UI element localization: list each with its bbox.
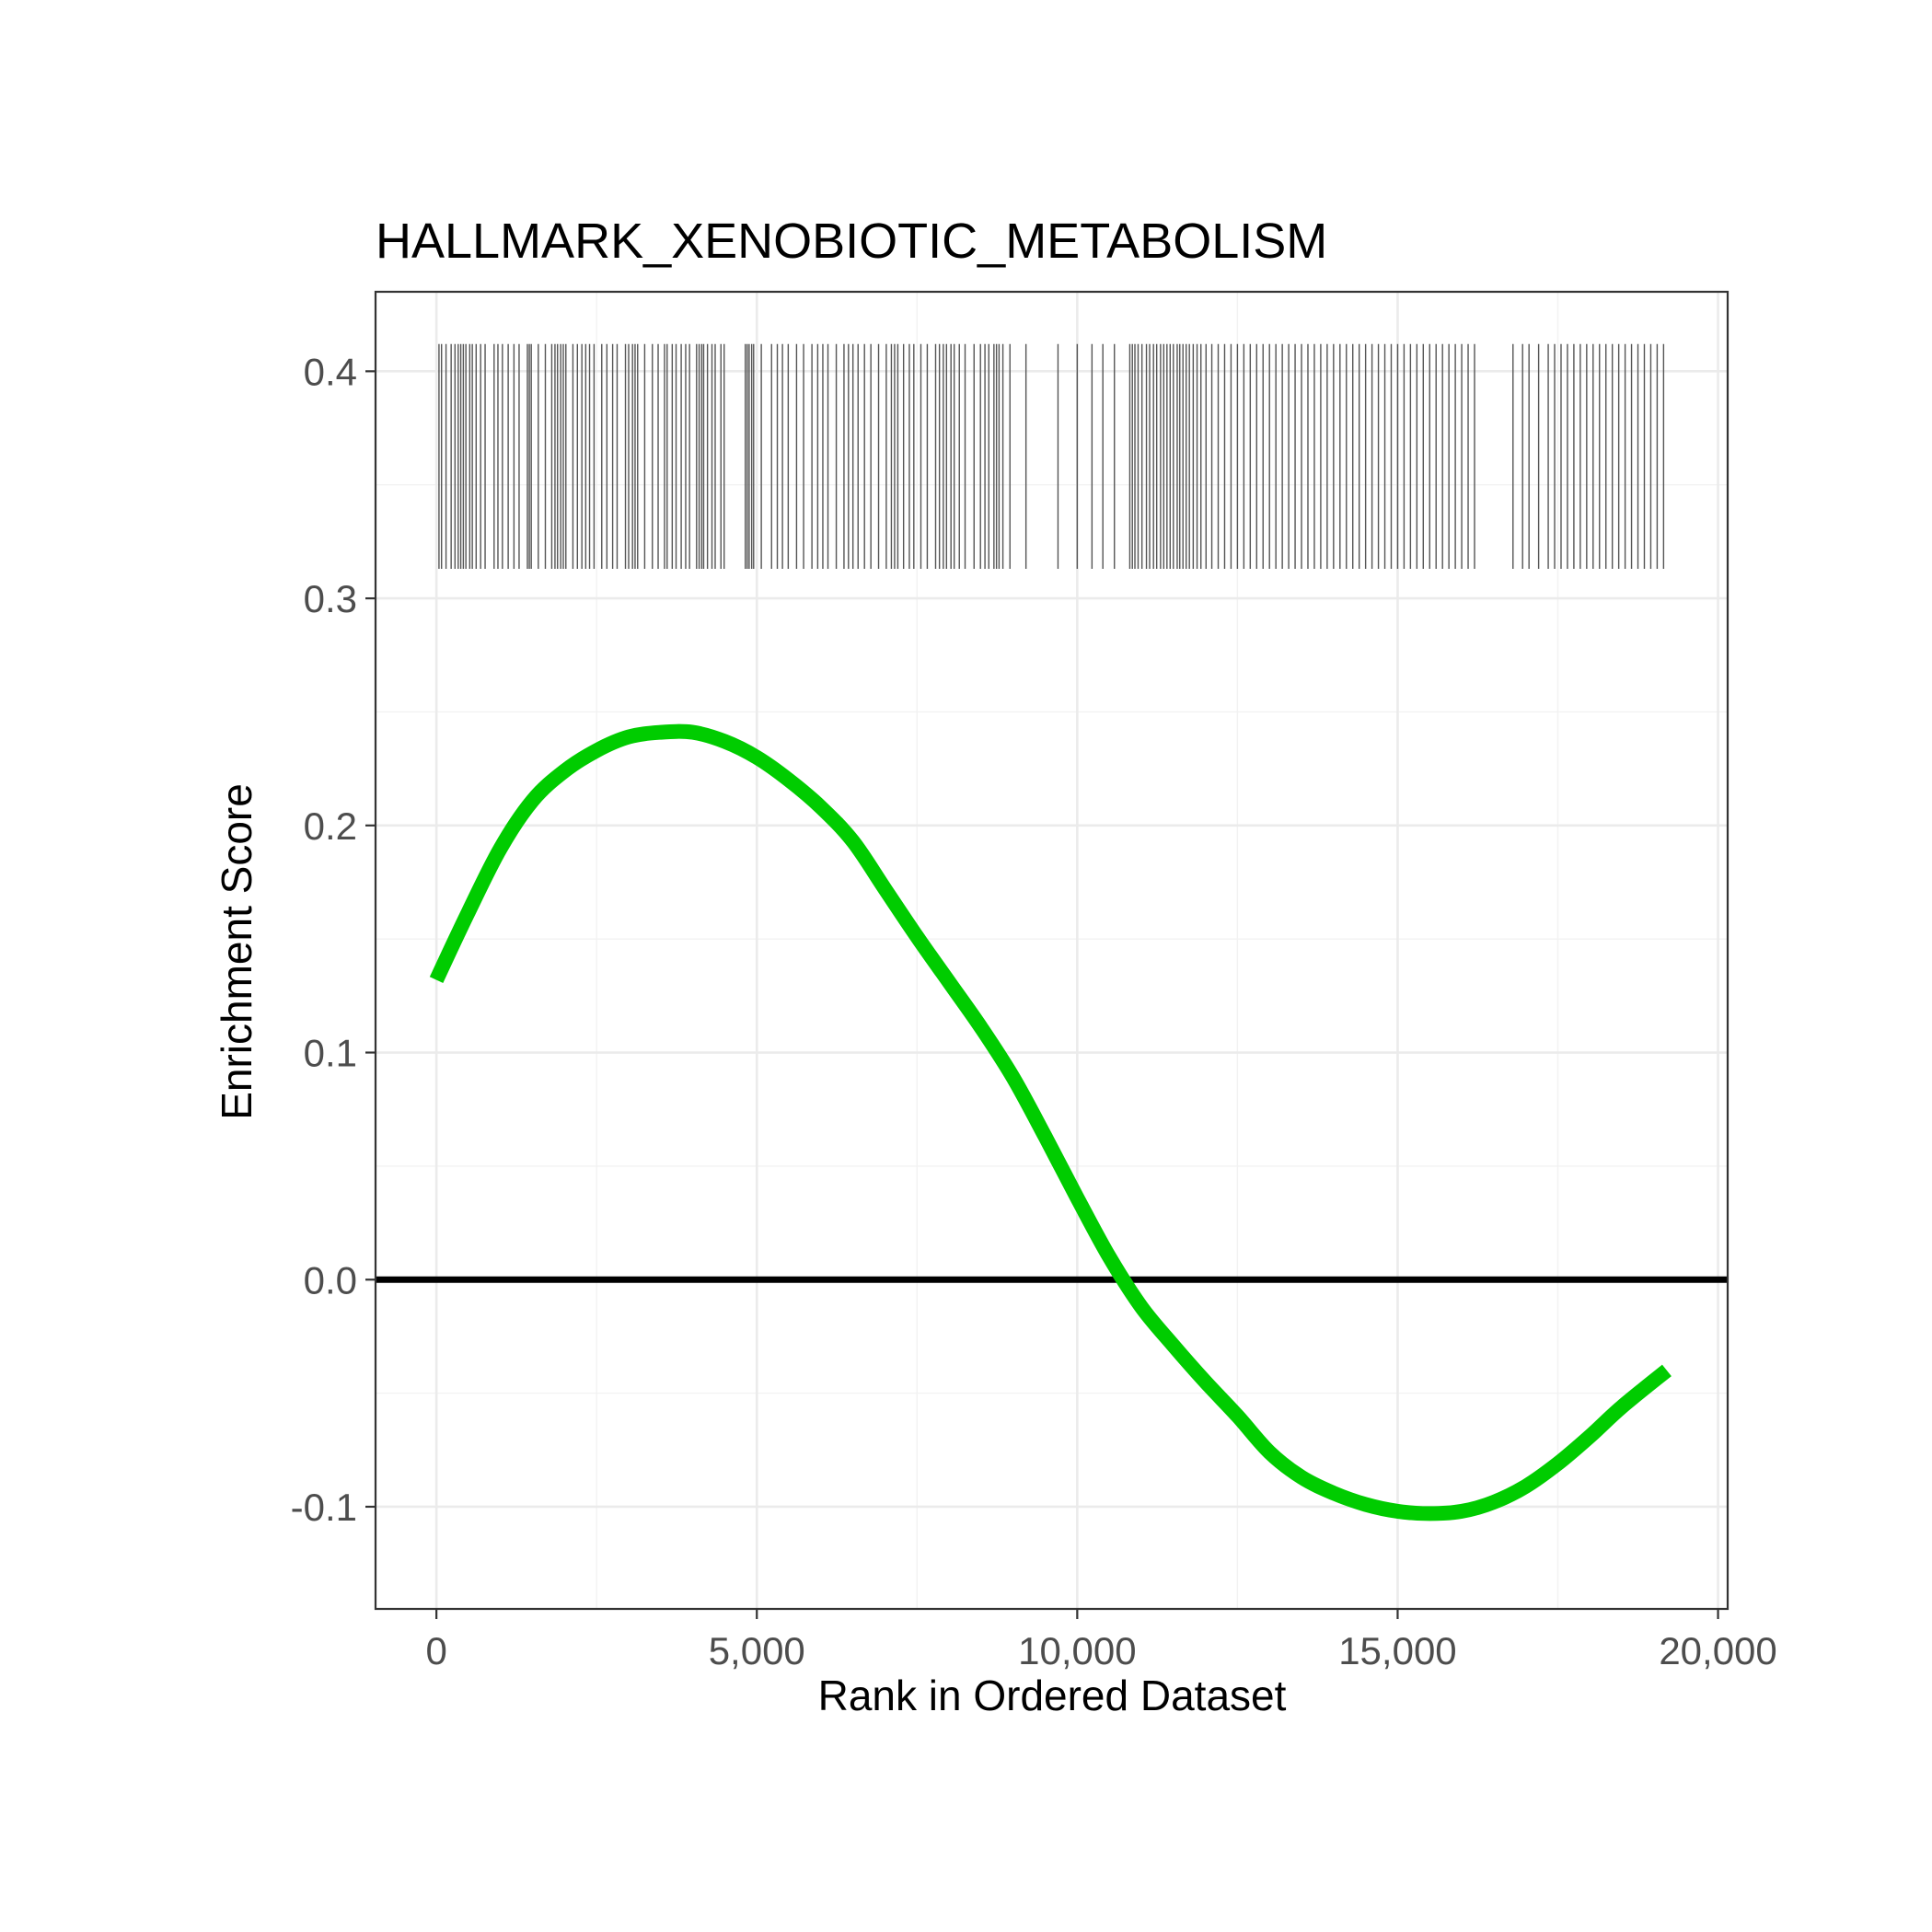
y-tick-label: 0.3: [304, 577, 357, 620]
y-tick-label: 0.2: [304, 804, 357, 848]
x-axis-title: Rank in Ordered Dataset: [818, 1672, 1287, 1719]
y-axis-title: Enrichment Score: [213, 783, 260, 1120]
chart-title: HALLMARK_XENOBIOTIC_METABOLISM: [376, 214, 1327, 269]
x-tick-label: 5,000: [709, 1629, 805, 1672]
enrichment-score-line: [429, 723, 1672, 1521]
x-tick-label: 20,000: [1659, 1629, 1776, 1672]
minor-gridlines: [376, 292, 1728, 1609]
x-tick-label: 0: [425, 1629, 446, 1672]
y-tick-label: 0.0: [304, 1258, 357, 1301]
y-axis: -0.1 0.0 0.1 0.2 0.3 0.4: [291, 350, 376, 1529]
x-tick-label: 10,000: [1018, 1629, 1136, 1672]
y-tick-label: 0.4: [304, 350, 357, 393]
major-gridlines: [376, 292, 1728, 1609]
plot-panel-border: [374, 290, 1730, 1611]
y-tick-label: 0.1: [304, 1032, 357, 1075]
y-tick-label: -0.1: [291, 1486, 357, 1529]
x-tick-label: 15,000: [1338, 1629, 1456, 1672]
gene-hit-rug: [438, 343, 1665, 570]
x-axis: 0 5,000 10,000 15,000 20,000: [425, 1609, 1777, 1672]
